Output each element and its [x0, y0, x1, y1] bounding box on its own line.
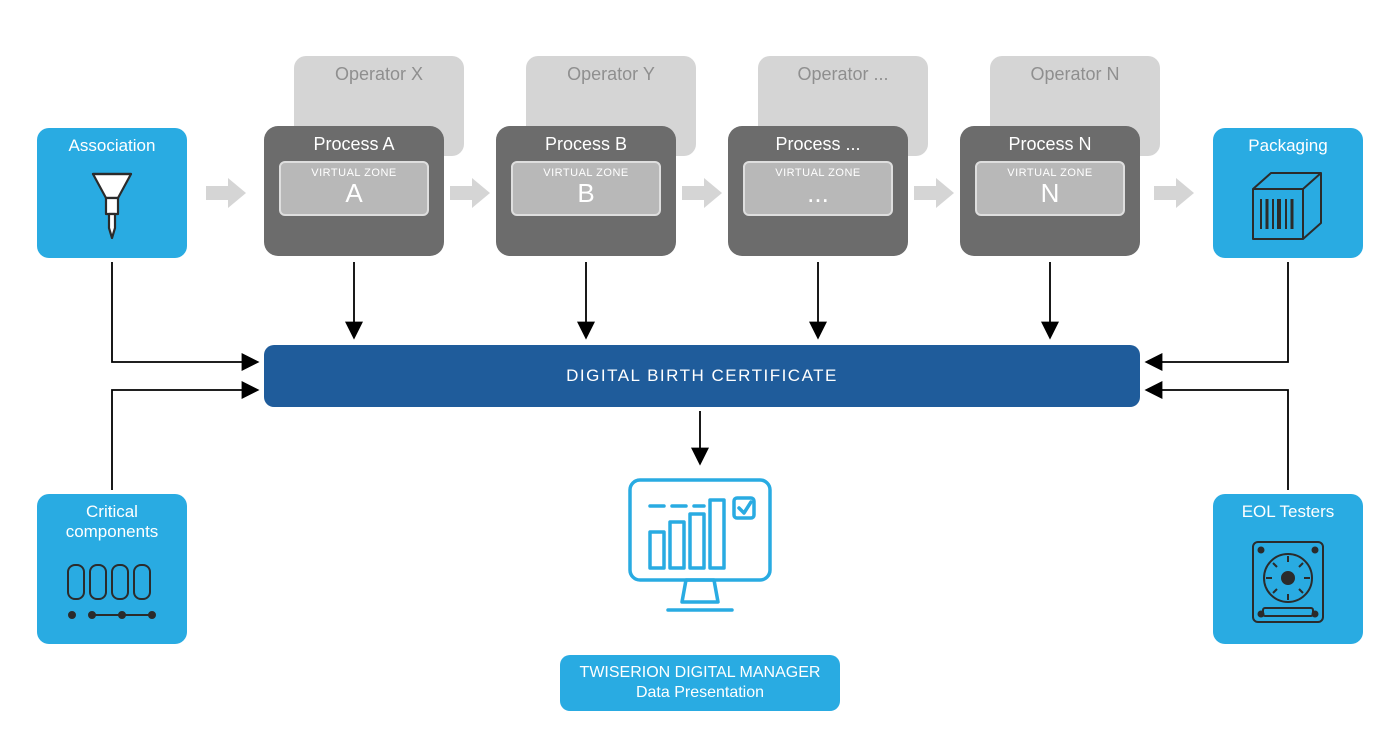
operator-label: Operator N: [1030, 64, 1119, 85]
tester-icon: [1223, 528, 1353, 636]
process-title: Process ...: [775, 134, 860, 155]
eol-testers-box: EOL Testers: [1213, 494, 1363, 644]
presentation-box: TWISERION DIGITAL MANAGER Data Presentat…: [560, 655, 840, 711]
eol-testers-label: EOL Testers: [1242, 502, 1335, 522]
dbc-label: DIGITAL BIRTH CERTIFICATE: [566, 366, 838, 386]
operator-label: Operator Y: [567, 64, 655, 85]
box-barcode-icon: [1223, 162, 1353, 250]
association-label: Association: [69, 136, 156, 156]
process-box-1: Process B VIRTUAL ZONE B: [496, 126, 676, 256]
digital-birth-certificate-bar: DIGITAL BIRTH CERTIFICATE: [264, 345, 1140, 407]
critical-components-label: Critical components: [66, 502, 159, 541]
flow-arrow-icon: [450, 178, 490, 208]
process-title: Process A: [313, 134, 394, 155]
monitor-icon: [620, 470, 780, 630]
operator-label: Operator X: [335, 64, 423, 85]
flow-arrow-icon: [206, 178, 246, 208]
operator-label: Operator ...: [797, 64, 888, 85]
presentation-line1: TWISERION DIGITAL MANAGER: [580, 663, 821, 683]
packaging-box: Packaging: [1213, 128, 1363, 258]
scanner-icon: [47, 162, 177, 250]
association-box: Association: [37, 128, 187, 258]
components-icon: [47, 547, 177, 636]
flow-arrow-icon: [914, 178, 954, 208]
process-box-3: Process N VIRTUAL ZONE N: [960, 126, 1140, 256]
process-title: Process N: [1008, 134, 1091, 155]
virtual-zone: VIRTUAL ZONE N: [975, 161, 1125, 216]
flow-arrow-icon: [682, 178, 722, 208]
virtual-zone: VIRTUAL ZONE ...: [743, 161, 893, 216]
virtual-zone: VIRTUAL ZONE A: [279, 161, 429, 216]
process-box-2: Process ... VIRTUAL ZONE ...: [728, 126, 908, 256]
presentation-line2: Data Presentation: [636, 683, 764, 703]
packaging-label: Packaging: [1248, 136, 1327, 156]
flow-arrow-icon: [1154, 178, 1194, 208]
critical-components-box: Critical components: [37, 494, 187, 644]
process-title: Process B: [545, 134, 627, 155]
virtual-zone: VIRTUAL ZONE B: [511, 161, 661, 216]
process-box-0: Process A VIRTUAL ZONE A: [264, 126, 444, 256]
